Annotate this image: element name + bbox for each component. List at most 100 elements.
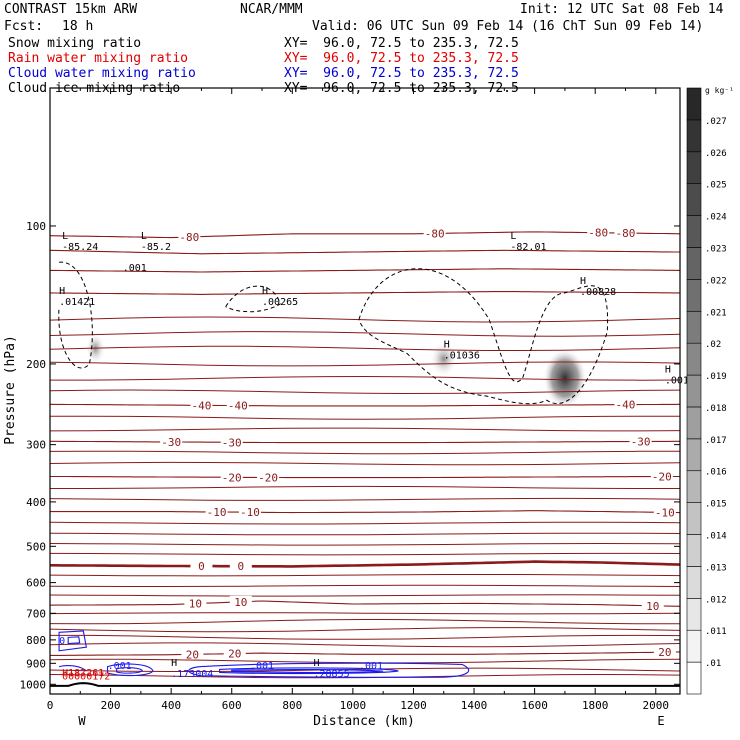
temperature-contour-20 [50,651,681,656]
temperature-contour--30 [50,440,680,444]
org-name: NCAR/MMM [240,2,303,17]
temperature-contour [49,427,681,432]
terrain-line [50,682,680,687]
x-tick-label: 800 [282,699,302,712]
colorbar-label: .024 [705,213,727,223]
y-tick-label: 300 [26,439,46,452]
contour-label-bg [629,435,652,447]
contour-label: -10 [207,506,227,519]
temperature-contour [49,574,681,577]
temperature-contour--10 [50,510,681,514]
contour-label-bg [653,506,676,518]
contour-label-bg [238,506,261,518]
contour-label: 20 [186,648,199,661]
temperature-contour [49,642,681,648]
cloud-water-label: .001 [108,661,132,672]
y-tick-label: 1000 [20,678,47,691]
x-tick-label: 1200 [400,699,427,712]
field-snow-xy: XY= 96.0, 72.5 to 235.3, 72.5 [284,36,519,51]
extremum-value: -82.01 [510,242,546,253]
colorbar-cell [686,629,702,663]
contour-label: -10 [240,506,260,519]
contour-label: -40 [616,399,636,412]
field-rain-xy: XY= 96.0, 72.5 to 235.3, 72.5 [284,51,519,66]
valid-time: Valid: 06 UTC Sun 09 Feb 14 (16 ChT Sun … [312,19,704,34]
extremum-value: .00265 [262,297,298,308]
temperature-contour [49,552,681,556]
colorbar-label: .02 [705,340,721,350]
contour-label-bg [587,226,610,238]
contour-label-bg [220,436,243,448]
field-cloud-water-name: Cloud water mixing ratio [8,66,196,81]
colorbar-label: .012 [705,595,727,605]
contour-label-bg [190,399,213,411]
extremum-value: .01036 [444,351,480,362]
west-label: W [78,714,86,728]
contour-label: -80 [425,227,445,240]
colorbar-cell [686,247,702,280]
colorbar-cell [686,87,702,121]
colorbar-cell [686,151,702,184]
temperature-contour--80 [49,231,681,239]
rain-extremum: 00000172 [62,672,110,683]
colorbar-label: .017 [705,436,727,446]
extremum-type: H [262,286,268,297]
temperature-contour [50,485,680,489]
temperature-contour [49,612,681,615]
cloud-water-contour [106,663,154,677]
contour-label: -20 [652,471,672,484]
colorbar-cell [686,470,702,503]
temperature-contour [49,331,681,337]
x-tick-label: 200 [101,699,121,712]
contour-label-bg [178,231,201,243]
temperature-contour [49,594,681,597]
contour-label-bg [223,647,246,659]
colorbar-cell [686,215,702,248]
contour-label: -30 [161,436,181,449]
contour-label-bg [184,597,207,609]
temperature-contour [49,361,681,367]
temperature-contour [49,497,681,501]
contour-label: -40 [228,400,248,413]
x-tick-label: 2000 [643,699,670,712]
temperature-contour [49,450,681,455]
x-tick-label: 1400 [461,699,488,712]
colorbar-cell [686,406,702,440]
contour-label-bg [423,227,446,239]
cloud-water-label: .001 [359,661,383,672]
extremum-value: .28855 [314,669,350,680]
contour-label: -40 [192,399,212,412]
temperature-contour [49,389,681,395]
contour-label-bg [257,471,280,483]
contour-label-bg [229,560,252,572]
contour-label: 10 [189,598,202,611]
contour-label-bg [190,560,213,572]
x-tick-label: 1800 [582,699,609,712]
colorbar-unit: g kg⁻¹ [705,86,734,95]
temperature-contour [49,345,681,351]
extremum-value: .173004 [171,669,213,680]
temperature-contour [50,375,681,381]
contour-label: -10 [655,506,675,519]
contour-label: 20 [658,646,671,659]
plot-area: -80 -80 -80 -80 -40 -40 -40 -30 -30 -30 -20 -20 -20 -… [20,87,727,712]
contour-label-bg [653,646,676,658]
colorbar-label: .015 [705,500,727,510]
temperature-contour [50,415,680,420]
contour-label-bg [160,435,183,447]
colorbar-label: .023 [705,244,727,254]
colorbar-cell [686,342,702,376]
extremum-value: .001 [665,375,689,386]
y-tick-label: 100 [26,220,46,233]
contour-label-bg [220,471,243,483]
colorbar-label: .013 [705,563,727,573]
colorbar-cell [686,374,702,408]
extremum-type: H [171,658,177,669]
contour-label: -80 [616,227,636,240]
extremum-type: H [444,340,450,351]
cloud-water-contour [116,667,144,674]
temperature-contour--40 [49,403,681,407]
temperature-contour- [50,268,681,273]
contour-label: 10 [234,596,247,609]
